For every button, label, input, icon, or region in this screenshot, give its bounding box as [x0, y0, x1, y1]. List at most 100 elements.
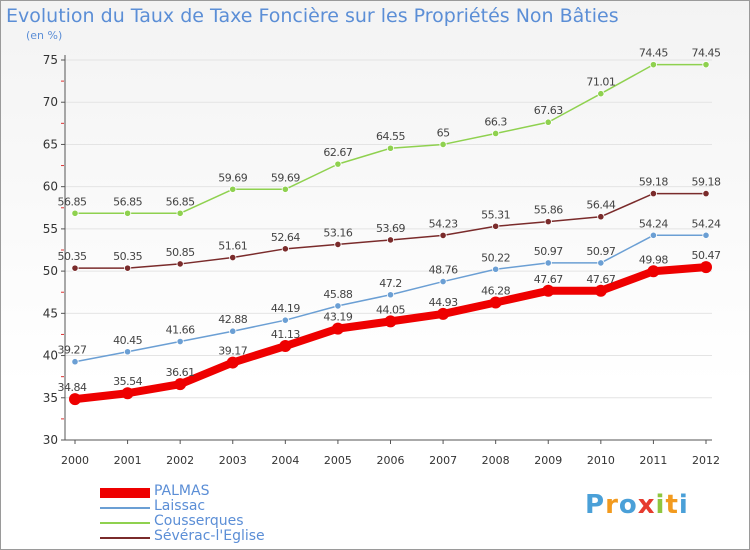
x-tick-label: 2004	[271, 454, 299, 467]
data-point	[702, 231, 710, 239]
x-tick-label: 2000	[61, 454, 89, 467]
y-tick-label: 60	[43, 180, 58, 194]
data-label: 53.69	[376, 222, 405, 235]
data-point	[281, 245, 289, 253]
data-label: 45.88	[323, 288, 352, 301]
data-label: 65	[437, 126, 450, 139]
data-label: 59.18	[639, 176, 668, 189]
legend-swatch	[100, 488, 150, 498]
x-tick-label: 2007	[429, 454, 457, 467]
data-point	[334, 240, 342, 249]
data-label: 59.69	[271, 171, 300, 184]
data-point	[174, 378, 187, 391]
data-label: 39.17	[218, 345, 247, 358]
logo-letter: o	[618, 490, 638, 520]
data-point	[597, 213, 605, 221]
data-label: 49.98	[639, 253, 668, 266]
data-point	[123, 348, 132, 356]
y-tick-label: 30	[43, 433, 58, 447]
data-label: 50.97	[586, 245, 615, 258]
data-label: 67.63	[534, 104, 563, 117]
data-label: 41.13	[271, 328, 300, 341]
data-label: 55.86	[534, 204, 563, 217]
x-tick-label: 2008	[482, 454, 510, 467]
legend-swatch	[100, 507, 150, 509]
y-tick-label: 65	[43, 137, 58, 151]
data-point	[597, 259, 605, 267]
data-point	[647, 265, 660, 278]
data-label: 40.45	[113, 334, 142, 347]
data-label: 54.24	[692, 217, 721, 230]
data-point	[281, 185, 289, 193]
data-point	[702, 189, 710, 198]
logo-letter: P	[585, 490, 606, 520]
data-point	[437, 307, 450, 320]
data-label: 50.22	[481, 251, 510, 264]
x-tick-label: 2009	[534, 454, 562, 467]
data-point	[649, 189, 658, 198]
data-label: 52.64	[271, 231, 300, 244]
data-label: 36.61	[166, 366, 195, 379]
data-point	[542, 284, 555, 297]
data-point	[176, 260, 184, 268]
data-point	[594, 284, 607, 297]
data-point	[281, 316, 289, 324]
data-point	[176, 337, 184, 346]
legend-label: Laissac	[154, 498, 206, 514]
logo-letter: r	[605, 490, 619, 520]
data-point	[229, 327, 237, 335]
data-point	[121, 387, 134, 400]
data-point	[544, 218, 552, 226]
x-tick-label: 2006	[377, 454, 405, 467]
data-label: 53.16	[323, 226, 352, 239]
data-label: 74.45	[639, 47, 668, 60]
data-point	[386, 144, 395, 152]
data-point	[71, 264, 79, 272]
data-point	[384, 315, 397, 328]
data-point	[71, 358, 79, 366]
legend-swatch	[100, 537, 150, 539]
data-label: 44.93	[429, 296, 458, 309]
y-tick-label: 75	[43, 53, 58, 67]
legend-label: Cousserques	[154, 513, 244, 529]
data-label: 59.18	[692, 176, 721, 189]
data-label: 50.85	[166, 246, 195, 259]
data-label: 50.97	[534, 245, 563, 258]
data-point	[700, 261, 712, 274]
data-point	[492, 129, 500, 138]
x-tick-label: 2001	[114, 454, 142, 467]
data-point	[386, 291, 395, 299]
data-label: 47.2	[379, 277, 402, 290]
data-point	[544, 118, 552, 126]
data-label: 44.05	[376, 303, 405, 316]
x-tick-label: 2005	[324, 454, 352, 467]
data-label: 74.45	[692, 47, 721, 60]
x-tick-label: 2011	[639, 454, 667, 467]
data-label: 48.76	[429, 264, 458, 277]
data-label: 50.35	[113, 250, 142, 263]
data-label: 55.31	[481, 208, 510, 221]
data-label: 35.54	[113, 375, 142, 388]
data-point	[439, 231, 447, 239]
data-label: 43.19	[323, 311, 352, 324]
data-label: 51.61	[218, 240, 247, 253]
data-point	[489, 296, 502, 309]
data-label: 62.67	[323, 146, 352, 159]
data-point	[334, 160, 342, 168]
data-point	[176, 209, 184, 217]
data-label: 50.35	[58, 250, 87, 263]
y-tick-label: 70	[43, 95, 58, 109]
data-label: 39.27	[58, 344, 87, 357]
y-tick-label: 55	[43, 222, 58, 236]
data-label: 50.47	[692, 249, 721, 262]
data-label: 42.88	[218, 313, 247, 326]
data-point	[439, 140, 447, 149]
data-label: 44.19	[271, 302, 300, 315]
data-point	[279, 340, 292, 353]
data-point	[386, 236, 395, 244]
data-label: 71.01	[586, 76, 615, 89]
data-point	[229, 253, 237, 262]
x-tick-label: 2002	[166, 454, 194, 467]
